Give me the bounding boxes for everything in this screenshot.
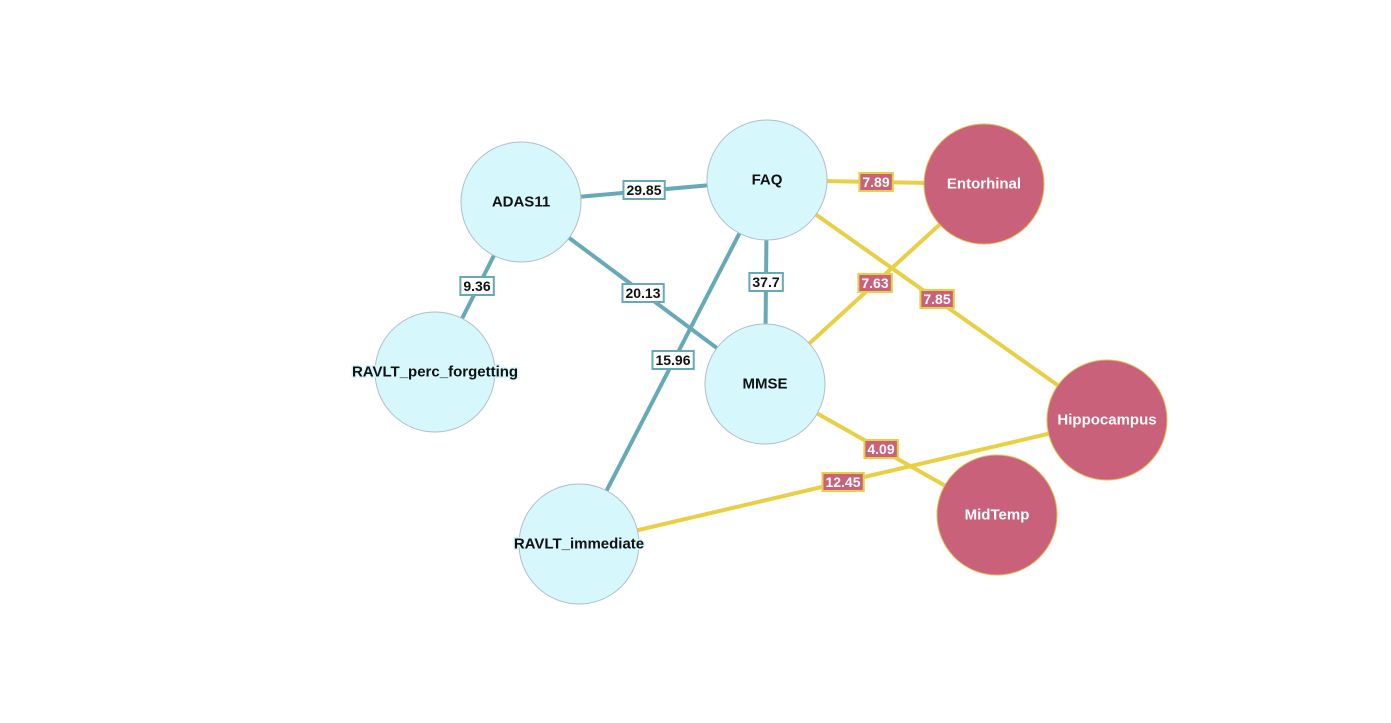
- nodes-layer: ADAS11 FAQ RAVLT_perc_forgetting MMSE RAVLT_…: [350, 119, 1168, 605]
- edge-weight-box: [459, 276, 495, 296]
- edge-labels-layer: 29.85 9.36 20.13 37.7 15.96 7.89 7.85 7.63 4.09 1…: [459, 172, 955, 492]
- node-hippocampus[interactable]: Hippocampus: [1046, 359, 1168, 481]
- node-circle[interactable]: [518, 483, 640, 605]
- edge-weight-box: [821, 472, 865, 492]
- node-label: ADAS11: [492, 194, 550, 211]
- edge-weight-faq-hippocampus: 7.85: [919, 289, 955, 309]
- node-label: Entorhinal: [947, 176, 1021, 193]
- edge-weight-adas11-ravlt-perc-forgetting: 9.36: [459, 276, 495, 296]
- node-circle[interactable]: [923, 123, 1045, 245]
- node-label: FAQ: [752, 172, 783, 189]
- edge-weight-box: [857, 273, 893, 293]
- edge-weight-text: 7.63: [861, 275, 888, 291]
- node-label: RAVLT_immediate: [514, 536, 644, 553]
- edge-weight-box: [622, 180, 666, 200]
- node-label: Hippocampus: [1057, 412, 1156, 429]
- node-midtemp[interactable]: MidTemp: [936, 454, 1058, 576]
- edge-weight-text: 12.45: [825, 474, 860, 490]
- edge-weight-text: 37.7: [752, 274, 779, 290]
- node-circle[interactable]: [936, 454, 1058, 576]
- edge-weight-text: 7.89: [862, 174, 889, 190]
- edge-weight-mmse-entorhinal: 7.63: [857, 273, 893, 293]
- edge-weight-box: [858, 172, 894, 192]
- node-adas11[interactable]: ADAS11: [460, 141, 582, 263]
- node-faq[interactable]: FAQ: [706, 119, 828, 241]
- edge-weight-box: [919, 289, 955, 309]
- edge-weight-adas11-mmse: 20.13: [621, 283, 665, 303]
- node-label: MidTemp: [965, 507, 1030, 524]
- edge-weight-box: [748, 272, 784, 292]
- node-ravlt-immediate[interactable]: RAVLT_immediate: [512, 483, 646, 605]
- edge-weight-text: 15.96: [655, 352, 690, 368]
- edge-weight-text: 4.09: [867, 441, 894, 457]
- edge-weight-faq-mmse: 37.7: [748, 272, 784, 292]
- node-circle[interactable]: [704, 323, 826, 445]
- edge-weight-adas11-faq: 29.85: [622, 180, 666, 200]
- edge-weight-box: [651, 350, 695, 370]
- edge-weight-text: 9.36: [463, 278, 490, 294]
- node-label: MMSE: [743, 376, 788, 393]
- node-entorhinal[interactable]: Entorhinal: [923, 123, 1045, 245]
- node-ravlt-perc-forgetting[interactable]: RAVLT_perc_forgetting: [350, 311, 520, 433]
- edge-weight-faq-entorhinal: 7.89: [858, 172, 894, 192]
- edge-weight-box: [621, 283, 665, 303]
- edge-weight-box: [863, 439, 899, 459]
- edge-weight-text: 7.85: [923, 291, 950, 307]
- edge-weight-text: 29.85: [626, 182, 661, 198]
- node-circle[interactable]: [706, 119, 828, 241]
- edge-weight-mmse-midtemp: 4.09: [863, 439, 899, 459]
- node-circle[interactable]: [460, 141, 582, 263]
- edge-weight-text: 20.13: [625, 285, 660, 301]
- edge-weight-faq-ravlt-immediate: 15.96: [651, 350, 695, 370]
- node-label: RAVLT_perc_forgetting: [352, 364, 518, 381]
- node-circle[interactable]: [1046, 359, 1168, 481]
- node-mmse[interactable]: MMSE: [704, 323, 826, 445]
- node-circle[interactable]: [374, 311, 496, 433]
- edge-weight-ravlt-immediate-hippocampus: 12.45: [821, 472, 865, 492]
